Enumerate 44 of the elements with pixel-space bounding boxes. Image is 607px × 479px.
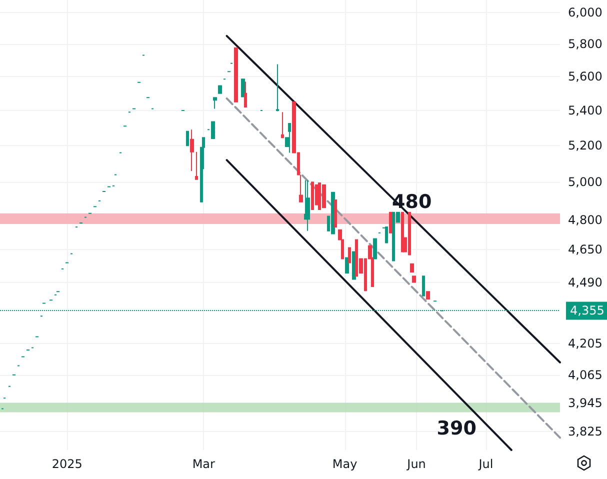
candlestick xyxy=(345,257,349,274)
y-tick-label: 4,800 xyxy=(568,213,602,228)
y-tick-label: 5,400 xyxy=(568,103,602,118)
y-tick-label: 4,205 xyxy=(568,336,602,350)
x-tick-label: Mar xyxy=(192,457,216,471)
y-tick-label: 6,000 xyxy=(568,5,602,20)
candlestick xyxy=(334,199,337,228)
candlestick xyxy=(412,276,416,283)
candlestick xyxy=(385,226,388,244)
y-tick-label: 4,065 xyxy=(568,368,602,382)
x-tick-label: Jun xyxy=(406,457,426,471)
y-tick-label: 3,825 xyxy=(568,424,602,439)
candlestick xyxy=(190,129,194,172)
x-tick-label: Jul xyxy=(478,457,494,471)
y-tick-label: 5,600 xyxy=(568,70,602,84)
x-tick-label: 2025 xyxy=(52,457,82,471)
candlestick xyxy=(410,263,414,272)
candlestick xyxy=(322,184,326,208)
candlestick xyxy=(195,151,198,180)
y-tick-label: 4,490 xyxy=(568,275,602,290)
candlestick xyxy=(373,238,377,260)
ref-line-label: 4,355 xyxy=(570,304,604,318)
candlestick xyxy=(281,112,284,138)
candlestick xyxy=(218,85,222,94)
candlestick xyxy=(426,291,430,300)
candlestick xyxy=(348,247,351,264)
y-tick-label: 3,945 xyxy=(568,396,602,410)
candlestick xyxy=(288,122,291,154)
y-tick-label: 4,650 xyxy=(568,242,602,257)
candlestick xyxy=(244,81,247,108)
x-tick-label: May xyxy=(332,457,358,471)
candlestick xyxy=(213,97,217,110)
candlestick xyxy=(276,64,279,112)
candlestick xyxy=(211,121,215,139)
band-label: 390 xyxy=(436,417,476,440)
candlestick xyxy=(186,130,189,146)
y-tick-label: 5,200 xyxy=(568,138,602,153)
y-tick-label: 5,000 xyxy=(568,175,602,190)
candlestick xyxy=(234,47,238,102)
candlestick xyxy=(306,180,310,232)
candlestick xyxy=(311,182,314,210)
candlestick xyxy=(241,78,245,98)
y-tick-label: 5,800 xyxy=(568,36,602,51)
candlestick xyxy=(422,276,425,296)
